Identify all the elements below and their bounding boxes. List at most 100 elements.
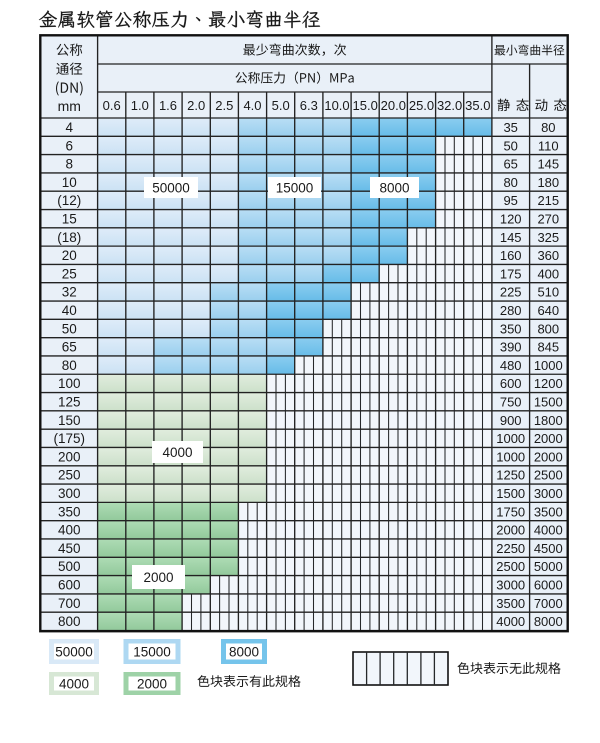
svg-text:50: 50 (62, 321, 77, 336)
svg-text:400: 400 (537, 266, 559, 281)
svg-text:280: 280 (500, 303, 522, 318)
svg-text:2000: 2000 (137, 676, 167, 691)
svg-text:600: 600 (58, 578, 81, 593)
svg-text:4.0: 4.0 (243, 98, 261, 113)
svg-text:200: 200 (58, 449, 81, 464)
svg-text:65: 65 (62, 340, 77, 355)
svg-text:110: 110 (538, 138, 559, 153)
svg-text:390: 390 (500, 340, 522, 355)
svg-text:32: 32 (62, 285, 77, 300)
svg-text:145: 145 (500, 230, 522, 245)
svg-text:8000: 8000 (379, 180, 409, 195)
svg-text:750: 750 (500, 395, 522, 410)
svg-text:1250: 1250 (496, 468, 525, 483)
svg-text:0.6: 0.6 (103, 98, 121, 113)
svg-text:2000: 2000 (534, 431, 563, 446)
svg-text:175: 175 (500, 266, 522, 281)
svg-text:3500: 3500 (496, 596, 525, 611)
svg-text:4000: 4000 (534, 523, 563, 538)
svg-text:15.0: 15.0 (353, 98, 378, 113)
svg-text:450: 450 (58, 541, 81, 556)
svg-text:400: 400 (58, 523, 81, 538)
svg-text:160: 160 (500, 248, 522, 263)
svg-text:845: 845 (537, 340, 559, 355)
svg-text:350: 350 (500, 321, 522, 336)
svg-text:270: 270 (537, 212, 559, 227)
svg-text:25: 25 (62, 266, 77, 281)
svg-text:40: 40 (62, 303, 77, 318)
svg-text:800: 800 (537, 321, 559, 336)
svg-text:215: 215 (537, 193, 559, 208)
svg-text:1000: 1000 (496, 431, 525, 446)
svg-text:1.6: 1.6 (159, 98, 177, 113)
svg-text:4500: 4500 (534, 541, 563, 556)
svg-text:35: 35 (503, 120, 517, 135)
svg-text:80: 80 (541, 120, 555, 135)
svg-text:6: 6 (66, 138, 74, 153)
svg-text:360: 360 (537, 248, 559, 263)
svg-text:1800: 1800 (534, 413, 563, 428)
svg-text:1750: 1750 (496, 504, 525, 519)
svg-text:4: 4 (66, 120, 74, 135)
svg-text:1500: 1500 (534, 395, 563, 410)
svg-text:50: 50 (503, 138, 517, 153)
svg-text:2250: 2250 (496, 541, 525, 556)
svg-text:80: 80 (503, 175, 517, 190)
svg-text:15: 15 (62, 212, 77, 227)
svg-text:900: 900 (500, 413, 522, 428)
svg-text:1000: 1000 (534, 358, 563, 373)
svg-text:120: 120 (500, 212, 522, 227)
svg-text:(175): (175) (54, 431, 86, 446)
svg-text:10: 10 (62, 175, 77, 190)
svg-text:20: 20 (62, 248, 77, 263)
svg-text:32.0: 32.0 (437, 98, 462, 113)
svg-text:8000: 8000 (229, 644, 259, 659)
svg-text:35.0: 35.0 (465, 98, 490, 113)
svg-text:80: 80 (62, 358, 77, 373)
svg-text:1000: 1000 (496, 449, 525, 464)
svg-text:6000: 6000 (534, 578, 563, 593)
svg-text:2.0: 2.0 (187, 98, 205, 113)
svg-text:50000: 50000 (55, 644, 93, 659)
svg-text:3000: 3000 (496, 578, 525, 593)
svg-text:2500: 2500 (496, 559, 525, 574)
svg-text:(12): (12) (57, 193, 81, 208)
svg-text:500: 500 (58, 559, 81, 574)
svg-text:1500: 1500 (496, 486, 525, 501)
svg-text:15000: 15000 (276, 180, 314, 195)
svg-text:125: 125 (58, 395, 81, 410)
svg-text:800: 800 (58, 614, 81, 629)
svg-text:325: 325 (537, 230, 559, 245)
svg-text:50000: 50000 (152, 180, 190, 195)
svg-text:5.0: 5.0 (272, 98, 290, 113)
svg-text:100: 100 (58, 376, 81, 391)
svg-text:10.0: 10.0 (324, 98, 349, 113)
svg-text:225: 225 (500, 285, 522, 300)
svg-text:2000: 2000 (496, 523, 525, 538)
svg-text:3000: 3000 (534, 486, 563, 501)
svg-text:15000: 15000 (133, 644, 171, 659)
svg-text:25.0: 25.0 (409, 98, 434, 113)
svg-text:1.0: 1.0 (131, 98, 149, 113)
svg-text:2000: 2000 (534, 449, 563, 464)
svg-text:8000: 8000 (534, 614, 563, 629)
svg-text:3500: 3500 (534, 504, 563, 519)
svg-text:7000: 7000 (534, 596, 563, 611)
svg-text:640: 640 (537, 303, 559, 318)
svg-text:5000: 5000 (534, 559, 563, 574)
svg-text:250: 250 (58, 468, 81, 483)
svg-text:2000: 2000 (143, 570, 173, 585)
svg-text:95: 95 (503, 193, 517, 208)
svg-text:20.0: 20.0 (381, 98, 406, 113)
svg-text:4000: 4000 (496, 614, 525, 629)
svg-text:6.3: 6.3 (300, 98, 318, 113)
svg-text:4000: 4000 (162, 445, 192, 460)
svg-text:600: 600 (500, 376, 522, 391)
svg-text:300: 300 (58, 486, 81, 501)
svg-text:mm: mm (58, 98, 81, 114)
svg-text:510: 510 (537, 285, 559, 300)
svg-text:480: 480 (500, 358, 522, 373)
svg-text:8: 8 (66, 157, 74, 172)
svg-text:350: 350 (58, 504, 81, 519)
svg-text:145: 145 (537, 157, 559, 172)
